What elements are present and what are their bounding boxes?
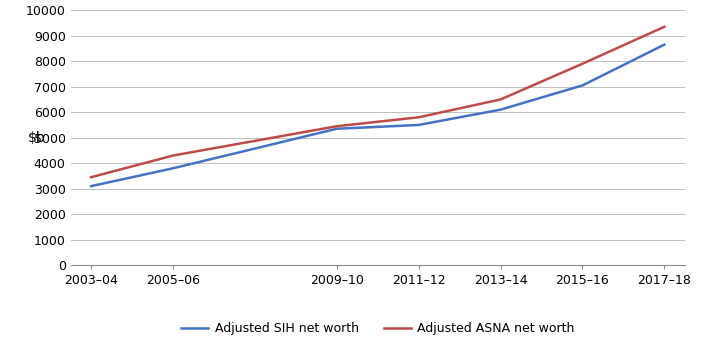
Line: Adjusted SIH net worth: Adjusted SIH net worth — [91, 45, 664, 186]
Adjusted ASNA net worth — [496, 97, 505, 101]
Y-axis label: $b: $b — [28, 131, 46, 145]
Adjusted ASNA net worth — [169, 154, 177, 158]
Adjusted SIH net worth — [87, 184, 95, 188]
Adjusted SIH net worth — [169, 166, 177, 170]
Adjusted SIH net worth — [578, 83, 587, 87]
Adjusted SIH net worth — [333, 127, 341, 131]
Adjusted ASNA net worth — [414, 115, 423, 119]
Adjusted ASNA net worth — [87, 175, 95, 179]
Line: Adjusted ASNA net worth: Adjusted ASNA net worth — [91, 27, 664, 177]
Adjusted SIH net worth — [660, 42, 669, 47]
Adjusted SIH net worth — [414, 123, 423, 127]
Adjusted ASNA net worth — [578, 62, 587, 66]
Legend: Adjusted SIH net worth, Adjusted ASNA net worth: Adjusted SIH net worth, Adjusted ASNA ne… — [176, 317, 580, 340]
Adjusted ASNA net worth — [333, 124, 341, 128]
Adjusted ASNA net worth — [660, 25, 669, 29]
Adjusted SIH net worth — [496, 107, 505, 112]
